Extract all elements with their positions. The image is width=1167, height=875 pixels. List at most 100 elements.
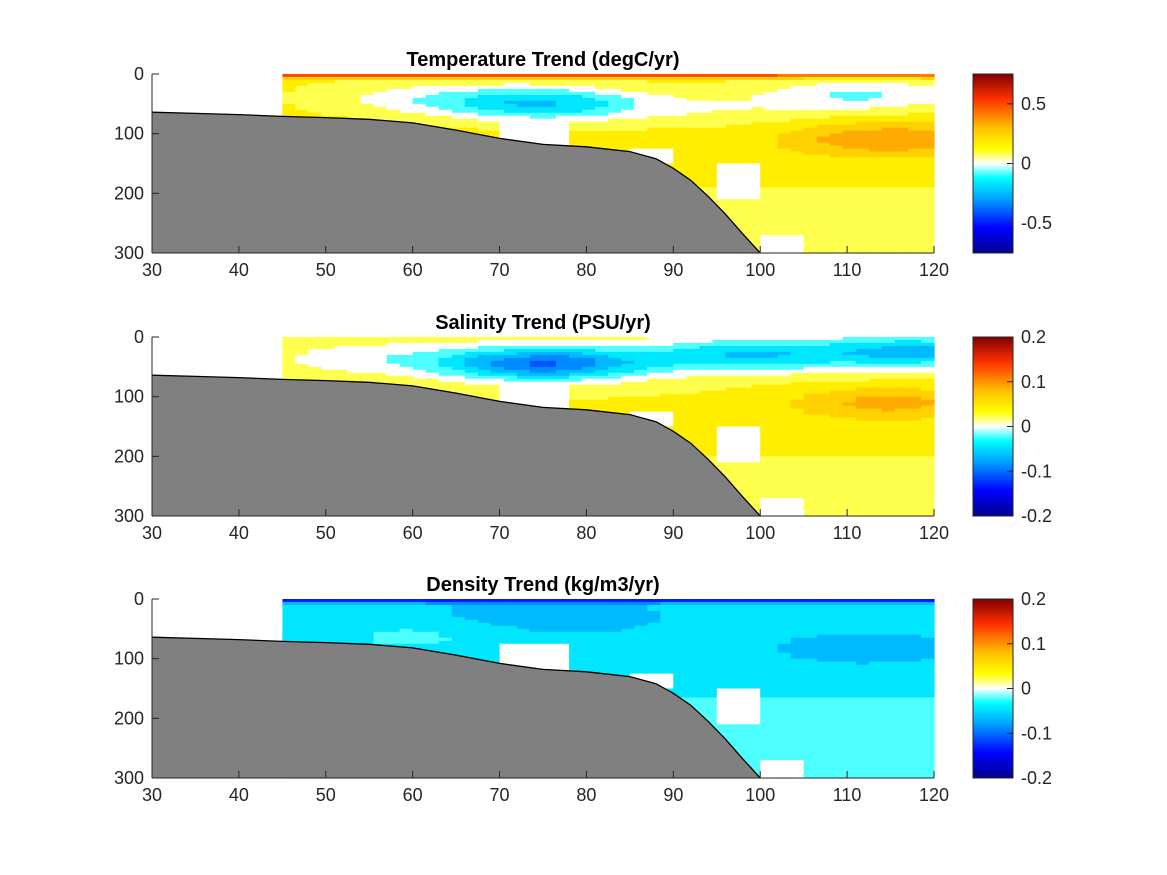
heatmap-cell [503, 357, 518, 362]
heatmap-cell [920, 184, 935, 188]
heatmap-cell [777, 205, 792, 209]
heatmap-cell [894, 100, 909, 105]
heatmap-cell [660, 136, 674, 141]
heatmap-cell [634, 363, 648, 368]
heatmap-cell [790, 74, 805, 78]
heatmap-cell [308, 372, 323, 377]
heatmap-cell [803, 244, 818, 248]
heatmap-cell [464, 351, 479, 356]
heatmap-cell [803, 199, 818, 203]
heatmap-cell [347, 76, 362, 81]
heatmap-cell [334, 79, 349, 84]
heatmap-cell [816, 175, 831, 180]
heatmap-cell [360, 74, 375, 78]
heatmap-cell [477, 112, 492, 117]
heatmap-cell [503, 345, 518, 350]
heatmap-cell [334, 82, 349, 87]
heatmap-cell [920, 229, 935, 233]
heatmap-cell [543, 82, 557, 87]
heatmap-cell [334, 97, 349, 102]
heatmap-cell [595, 366, 609, 371]
heatmap-cell [803, 94, 818, 99]
heatmap-cell [490, 115, 505, 120]
heatmap-cell [386, 103, 401, 108]
heatmap-cell [777, 106, 792, 111]
heatmap-cell [503, 366, 518, 371]
heatmap-cell [829, 184, 844, 188]
heatmap-cell [464, 109, 479, 114]
heatmap-cell [790, 118, 805, 123]
heatmap-cell [920, 175, 935, 180]
heatmap-cell [634, 85, 648, 90]
heatmap-cell [920, 196, 935, 200]
heatmap-cell [894, 76, 909, 81]
heatmap-cell [529, 372, 544, 377]
heatmap-cell [373, 372, 388, 377]
heatmap-cell [477, 372, 492, 377]
heatmap-cell [816, 226, 831, 230]
heatmap-cell [373, 97, 388, 102]
heatmap-cell [295, 74, 309, 78]
heatmap-cell [673, 74, 687, 78]
heatmap-cell [686, 351, 700, 356]
heatmap-cell [282, 82, 296, 87]
heatmap-cell [621, 363, 635, 368]
heatmap-cell [621, 88, 635, 93]
heatmap-cell [490, 393, 505, 398]
heatmap-cell [608, 408, 622, 413]
heatmap-cell [855, 136, 870, 141]
heatmap-cell [451, 360, 466, 365]
heatmap-cell [660, 369, 674, 374]
heatmap-cell [282, 112, 296, 117]
heatmap-cell [920, 211, 935, 215]
heatmap-cell [334, 363, 349, 368]
heatmap-cell [764, 184, 779, 188]
heatmap-cell [673, 342, 687, 347]
heatmap-cell [829, 94, 844, 99]
heatmap-cell [386, 91, 401, 96]
colorbar-tick-label: 0.5 [1021, 94, 1046, 114]
heatmap-cell [647, 393, 661, 398]
heatmap-cell [699, 124, 714, 129]
heatmap-cell [595, 393, 609, 398]
heatmap-cell [490, 100, 505, 105]
heatmap-cell [503, 94, 518, 99]
heatmap-cell [764, 124, 779, 129]
heatmap-cell [412, 91, 427, 96]
heatmap-cell [751, 226, 766, 230]
heatmap-cell [751, 100, 766, 105]
heatmap-cell [660, 74, 674, 78]
heatmap-cell [634, 133, 648, 138]
heatmap-cell [829, 211, 844, 215]
heatmap-cell [621, 139, 635, 144]
heatmap-cell [438, 342, 453, 347]
heatmap-cell [582, 339, 596, 344]
heatmap-cell [751, 130, 766, 135]
heatmap-cell [569, 127, 583, 132]
heatmap-cell [855, 100, 870, 105]
heatmap-cell [490, 76, 505, 81]
heatmap-cell [920, 100, 935, 105]
heatmap-cell [516, 103, 531, 108]
heatmap-cell [308, 85, 323, 90]
heatmap-cell [855, 115, 870, 120]
heatmap-cell [790, 232, 805, 236]
heatmap-cell [894, 145, 909, 150]
heatmap-cell [477, 94, 492, 99]
heatmap-cell [425, 337, 440, 341]
heatmap-cell [556, 97, 570, 102]
heatmap-cell [595, 133, 609, 138]
heatmap-cell [582, 360, 596, 365]
heatmap-cell [438, 106, 453, 111]
heatmap-cell [360, 348, 375, 353]
heatmap-cell [738, 223, 753, 227]
heatmap-cell [595, 405, 609, 410]
heatmap-cell [881, 91, 896, 96]
heatmap-cell [868, 133, 883, 138]
heatmap-cell [634, 97, 648, 102]
heatmap-cell [725, 88, 740, 93]
heatmap-cell [373, 112, 388, 117]
heatmap-cell [503, 109, 518, 114]
heatmap-cell [894, 163, 909, 168]
heatmap-cell [673, 82, 687, 87]
